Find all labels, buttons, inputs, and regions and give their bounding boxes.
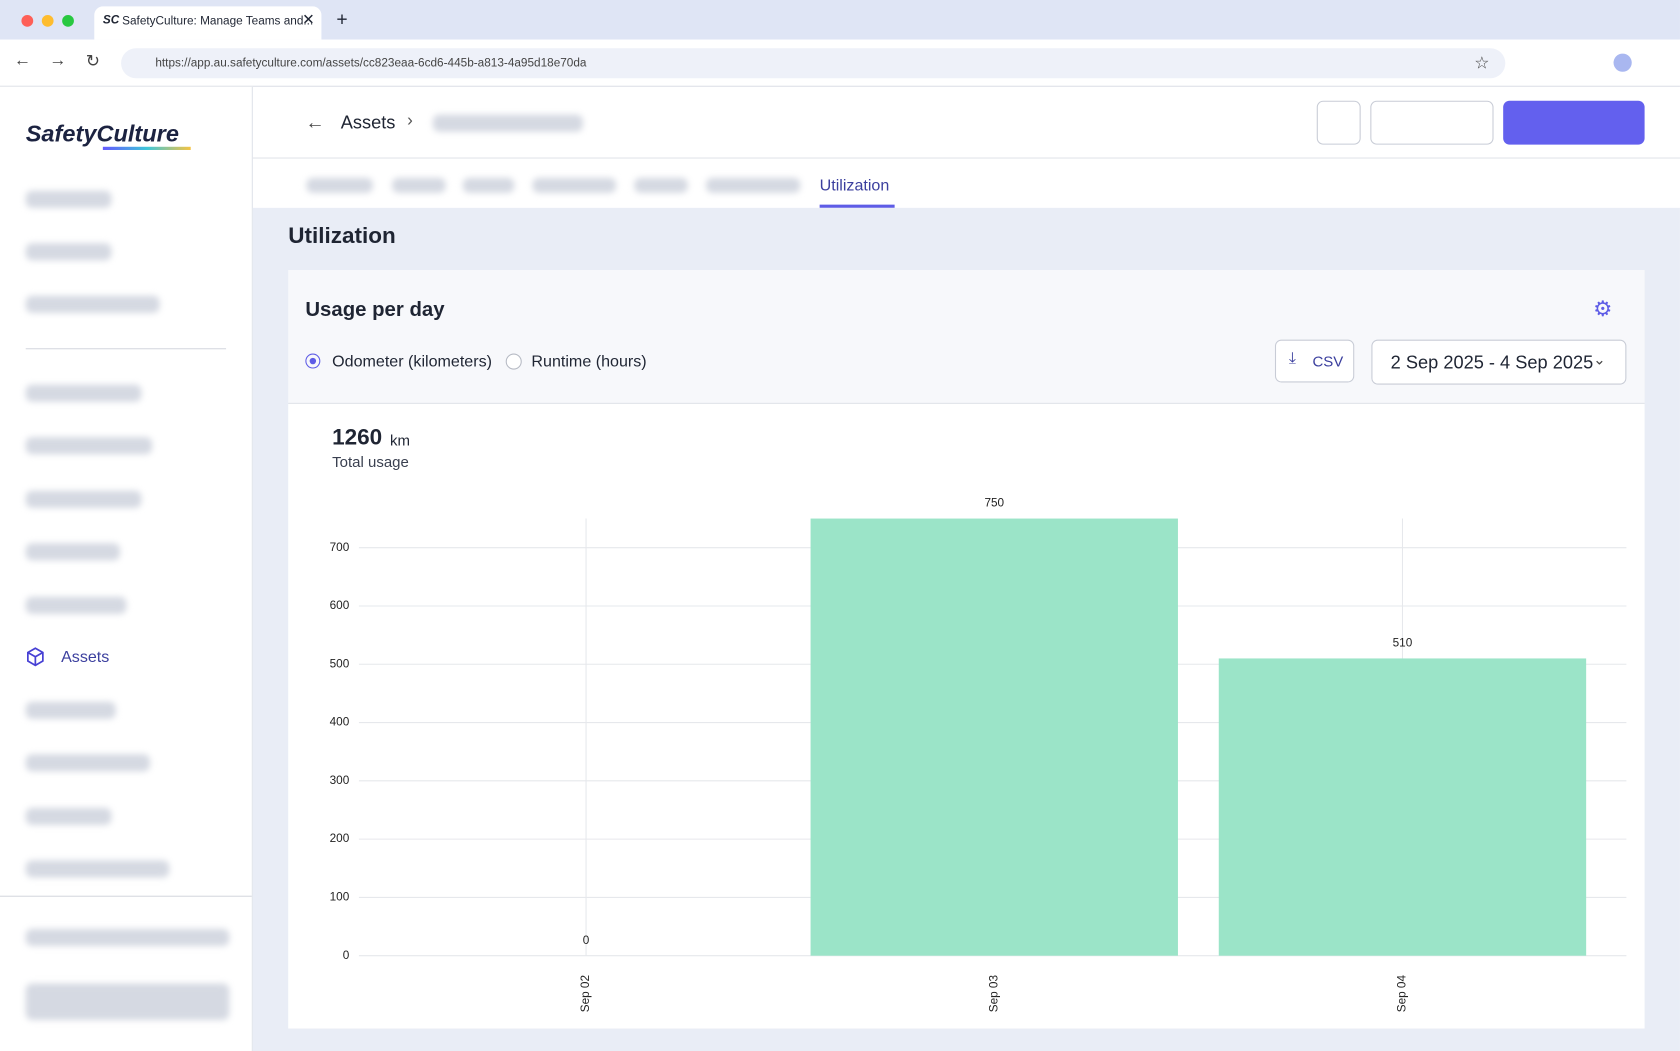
tab[interactable] xyxy=(532,178,616,193)
nav-item[interactable] xyxy=(26,808,112,825)
value-label: 510 xyxy=(1393,637,1413,650)
nav-item[interactable] xyxy=(26,243,112,260)
more-button[interactable] xyxy=(1317,101,1361,145)
radio[interactable] xyxy=(506,354,522,370)
x-tick-label: Sep 02 xyxy=(579,975,592,1012)
nav-item[interactable] xyxy=(26,191,112,208)
dropdown-chevron: ⌄ xyxy=(1593,350,1606,368)
divider xyxy=(0,896,252,897)
close-dot[interactable] xyxy=(21,15,33,27)
nav-item[interactable] xyxy=(26,860,170,877)
nav-item[interactable] xyxy=(26,702,116,719)
radio-dot xyxy=(310,358,316,364)
nav-item[interactable] xyxy=(26,491,142,508)
card-title: Usage per day xyxy=(305,299,444,323)
asset-name xyxy=(433,115,583,132)
y-tick-label: 700 xyxy=(330,541,350,554)
total-unit: km xyxy=(390,432,410,449)
url: https://app.au.safetyculture.com/assets/… xyxy=(155,57,586,70)
divider xyxy=(253,157,1680,158)
y-tick-label: 100 xyxy=(330,891,350,904)
tab-icon: SC xyxy=(103,14,119,27)
value-label: 0 xyxy=(583,934,590,947)
y-tick-label: 400 xyxy=(330,716,350,729)
page-title: Utilization xyxy=(288,224,395,250)
bar xyxy=(1219,658,1586,955)
primary-button[interactable] xyxy=(1503,101,1644,145)
tab[interactable] xyxy=(306,178,372,193)
total-label: Total usage xyxy=(332,453,409,470)
tab[interactable] xyxy=(463,178,514,193)
value-label: 750 xyxy=(984,497,1004,510)
nav-item[interactable] xyxy=(26,543,120,560)
tab-close[interactable]: ✕ xyxy=(302,11,315,29)
nav-item[interactable] xyxy=(26,597,127,614)
breadcrumb-chevron: › xyxy=(407,111,413,130)
csv-label: CSV xyxy=(1312,352,1343,369)
option-label[interactable]: Odometer (kilometers) xyxy=(332,352,492,370)
breadcrumb[interactable]: Assets xyxy=(341,112,396,133)
y-tick-label: 600 xyxy=(330,599,350,612)
tab[interactable] xyxy=(706,178,800,193)
total-value: 1260 xyxy=(332,425,382,451)
back[interactable]: ← xyxy=(14,51,31,70)
settings[interactable]: ⚙ xyxy=(1593,296,1612,323)
reload[interactable]: ↻ xyxy=(86,50,100,71)
x-tick-label: Sep 04 xyxy=(1396,975,1409,1013)
forward[interactable]: → xyxy=(49,51,66,70)
y-tick-label: 0 xyxy=(343,949,350,962)
chart: 0 100 200 300 400 500 600 700 0 Sep 02 750 Sep 03 51… xyxy=(288,471,1644,1028)
org-switcher[interactable] xyxy=(26,984,230,1020)
tab[interactable] xyxy=(392,178,446,193)
new-tab[interactable]: + xyxy=(336,9,347,31)
nav-item[interactable] xyxy=(26,437,152,454)
x-tick-label: Sep 03 xyxy=(987,975,1000,1013)
secondary-button[interactable] xyxy=(1370,101,1493,145)
assets-icon xyxy=(25,646,46,667)
nav-assets[interactable]: Assets xyxy=(61,648,109,666)
minimize-dot[interactable] xyxy=(42,15,54,27)
logo: SafetyCulture xyxy=(26,120,179,148)
back-link[interactable]: ← xyxy=(305,111,324,133)
nav-item[interactable] xyxy=(26,929,230,946)
download-icon: ⤓ xyxy=(1289,349,1296,367)
nav-item[interactable] xyxy=(26,754,150,771)
tab[interactable] xyxy=(634,178,688,193)
logo-underline xyxy=(103,147,191,150)
bookmark[interactable]: ☆ xyxy=(1474,52,1489,73)
nav-item[interactable] xyxy=(26,296,160,313)
bar xyxy=(811,519,1178,956)
profile[interactable] xyxy=(1614,54,1632,72)
option-label[interactable]: Runtime (hours) xyxy=(531,352,646,370)
zoom-dot[interactable] xyxy=(62,15,74,27)
y-tick-label: 500 xyxy=(330,657,350,670)
tab-title: SafetyCulture: Manage Teams and... xyxy=(122,15,313,28)
y-tick-label: 300 xyxy=(330,774,350,787)
sidebar xyxy=(0,87,253,1051)
divider xyxy=(26,348,226,349)
nav-item[interactable] xyxy=(26,385,142,402)
y-tick-label: 200 xyxy=(330,832,350,845)
date-range: 2 Sep 2025 - 4 Sep 2025 xyxy=(1391,352,1594,373)
tab-utilization[interactable]: Utilization xyxy=(820,177,890,195)
